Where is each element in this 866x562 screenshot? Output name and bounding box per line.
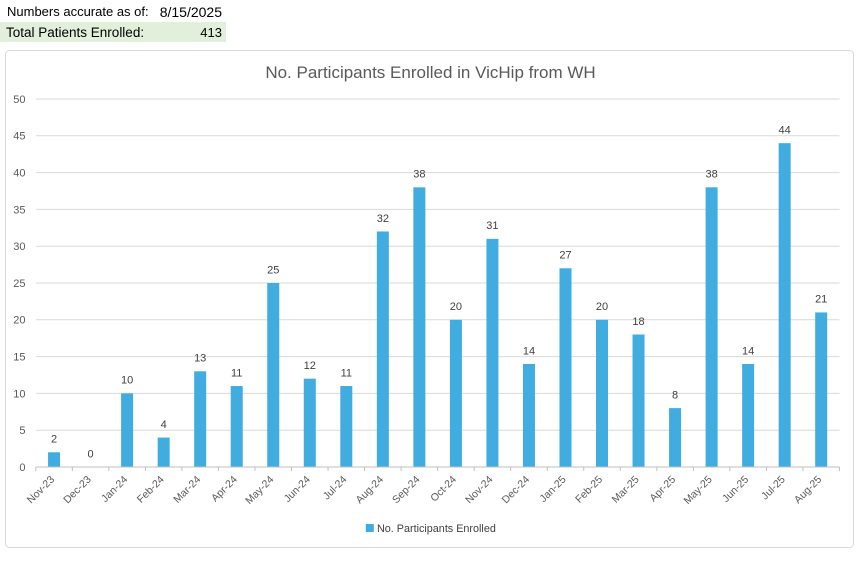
svg-text:0: 0 [19, 462, 25, 474]
svg-text:30: 30 [13, 241, 25, 253]
svg-text:No. Participants Enrolled in V: No. Participants Enrolled in VicHip from… [265, 63, 595, 82]
svg-text:40: 40 [13, 168, 25, 180]
svg-text:10: 10 [13, 388, 25, 400]
svg-text:25: 25 [13, 278, 25, 290]
svg-text:45: 45 [13, 131, 25, 143]
svg-text:20: 20 [595, 301, 607, 313]
svg-text:5: 5 [19, 425, 25, 437]
svg-text:27: 27 [559, 250, 571, 262]
svg-text:13: 13 [194, 353, 206, 365]
svg-text:11: 11 [340, 367, 351, 379]
svg-text:4: 4 [160, 419, 166, 431]
svg-text:38: 38 [413, 169, 425, 181]
svg-text:20: 20 [13, 315, 25, 327]
svg-text:15: 15 [13, 352, 25, 364]
svg-text:38: 38 [705, 169, 717, 181]
svg-text:20: 20 [449, 301, 461, 313]
svg-text:50: 50 [13, 94, 25, 106]
svg-text:2: 2 [50, 434, 56, 446]
svg-text:44: 44 [778, 124, 790, 136]
svg-text:11: 11 [231, 367, 242, 379]
svg-text:25: 25 [267, 264, 279, 276]
svg-text:0: 0 [87, 448, 93, 460]
svg-text:14: 14 [742, 345, 754, 357]
svg-text:8: 8 [672, 389, 678, 401]
svg-text:32: 32 [376, 213, 388, 225]
svg-text:21: 21 [815, 294, 827, 306]
svg-text:14: 14 [522, 345, 534, 357]
svg-text:12: 12 [303, 360, 315, 372]
svg-text:No. Participants Enrolled: No. Participants Enrolled [377, 523, 496, 535]
svg-text:18: 18 [632, 316, 644, 328]
svg-text:35: 35 [13, 204, 25, 216]
svg-text:10: 10 [120, 375, 132, 387]
svg-text:31: 31 [486, 220, 498, 232]
